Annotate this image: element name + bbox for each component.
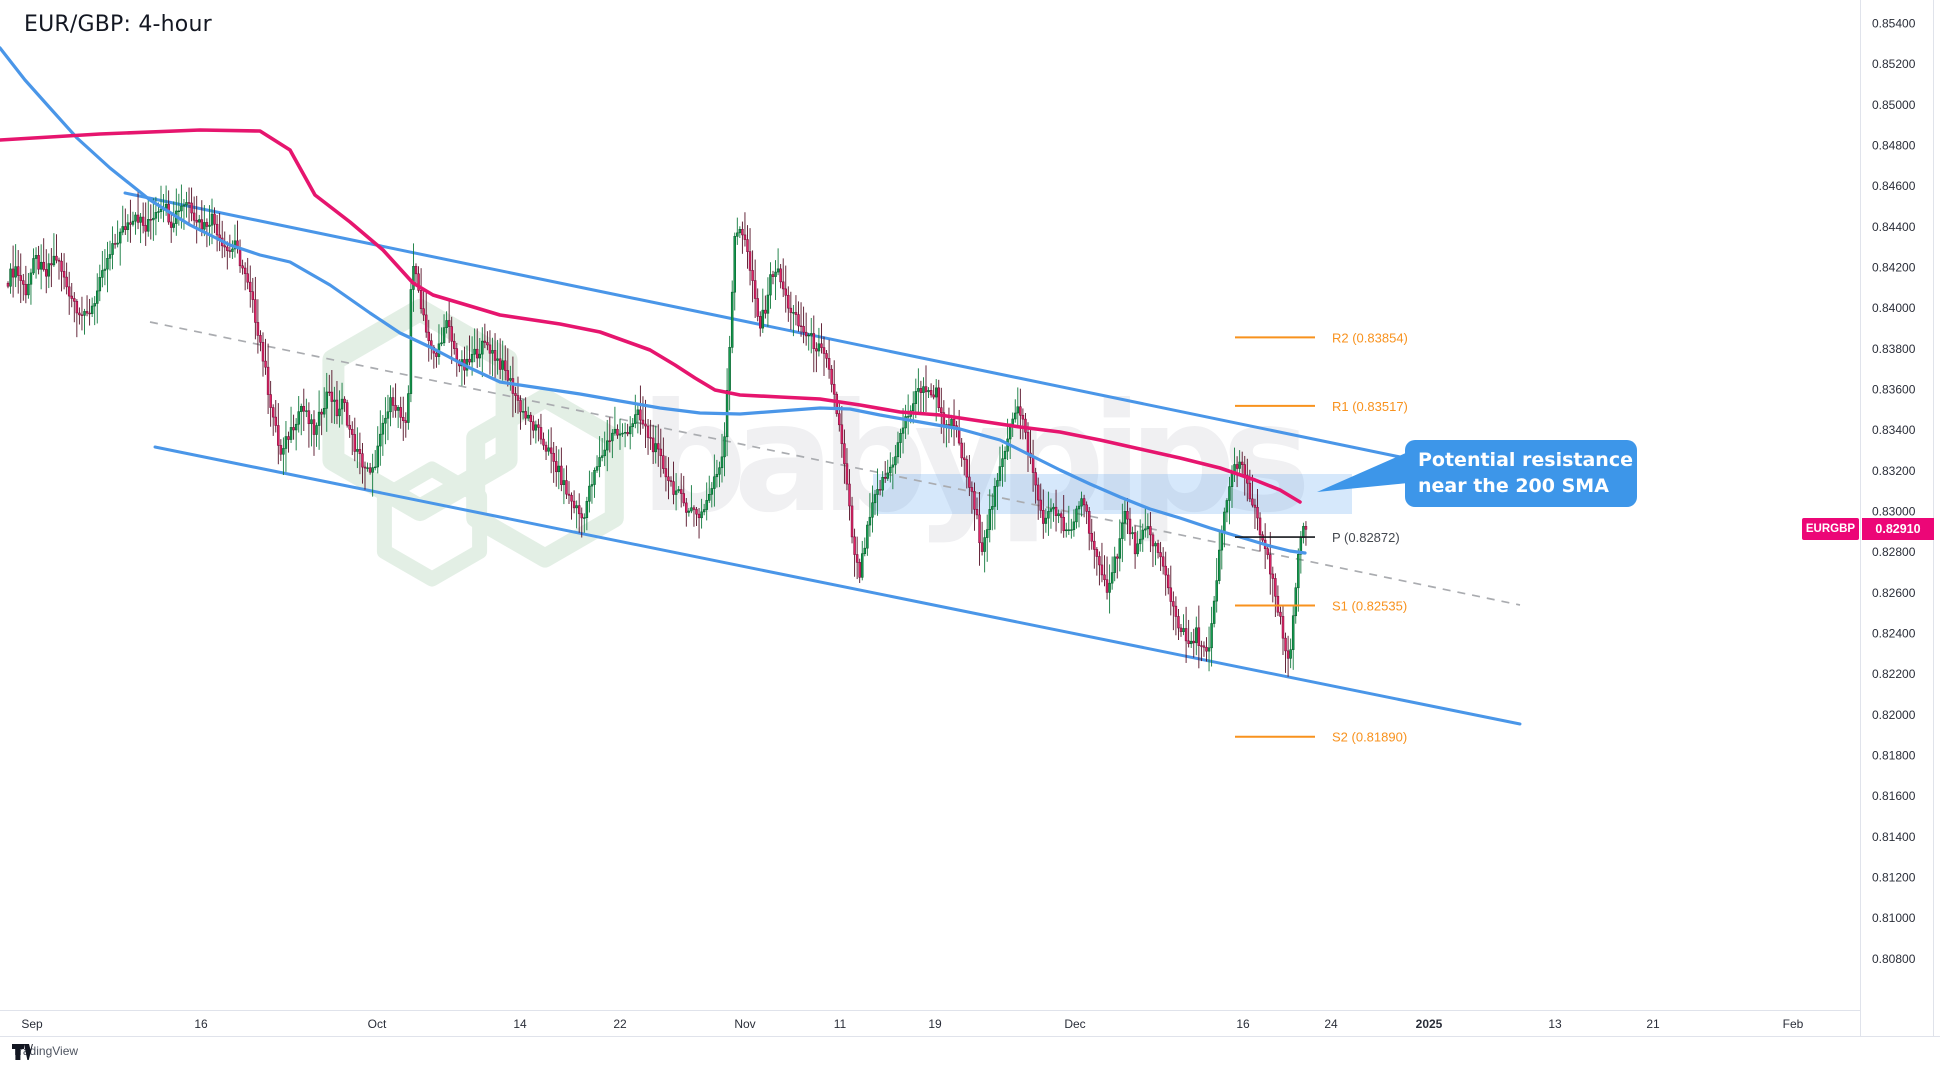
time-label-21: 21 bbox=[1646, 1017, 1660, 1031]
symbol-badge: EURGBP bbox=[1802, 518, 1859, 540]
time-label-Oct: Oct bbox=[368, 1017, 387, 1031]
price-label: 0.81400 bbox=[1872, 830, 1916, 844]
time-label-Feb: Feb bbox=[1783, 1017, 1804, 1031]
price-label: 0.81800 bbox=[1872, 748, 1916, 762]
price-label: 0.85000 bbox=[1872, 98, 1916, 112]
price-label: 0.83000 bbox=[1872, 504, 1916, 518]
price-label: 0.83600 bbox=[1872, 382, 1916, 396]
pivot-label-S1: S1 (0.82535) bbox=[1332, 599, 1407, 614]
last-price-tag: EURGBP 0.82910 bbox=[1802, 518, 1934, 540]
candlesticks bbox=[6, 184, 1308, 677]
price-label: 0.81200 bbox=[1872, 870, 1916, 884]
price-label: 0.83800 bbox=[1872, 342, 1916, 356]
price-label: 0.82800 bbox=[1872, 545, 1916, 559]
price-label: 0.84600 bbox=[1872, 179, 1916, 193]
price-label: 0.82000 bbox=[1872, 708, 1916, 722]
time-axis[interactable]: Sep 16 Oct 14 22 Nov 11 19 Dec 16 24 2025 13 21 Feb bbox=[21, 1017, 1803, 1031]
price-label: 0.84400 bbox=[1872, 220, 1916, 234]
annotation-line-1: Potential resistance bbox=[1418, 449, 1633, 471]
price-label: 0.84200 bbox=[1872, 260, 1916, 274]
pivot-label-P: P (0.82872) bbox=[1332, 530, 1400, 545]
pivot-label-R2: R2 (0.83854) bbox=[1332, 330, 1408, 345]
time-label-13: 13 bbox=[1548, 1017, 1562, 1031]
price-label: 0.83400 bbox=[1872, 423, 1916, 437]
price-axis[interactable]: 0.85400 0.85200 0.85000 0.84800 0.84600 0.844… bbox=[1872, 17, 1916, 966]
last-price-value: 0.82910 bbox=[1862, 518, 1934, 540]
price-label: 0.82200 bbox=[1872, 667, 1916, 681]
time-label-Nov: Nov bbox=[734, 1017, 755, 1031]
time-label-Dec: Dec bbox=[1064, 1017, 1085, 1031]
price-label: 0.80800 bbox=[1872, 952, 1916, 966]
pivot-levels: R2 (0.83854) R1 (0.83517) P (0.82872) S1 (0… bbox=[1235, 330, 1408, 745]
sma-200-line bbox=[0, 128, 1302, 504]
page-title: EUR/GBP: 4-hour bbox=[24, 12, 212, 37]
pivot-label-R1: R1 (0.83517) bbox=[1332, 399, 1408, 414]
annotation-callout: Potential resistance near the 200 SMA bbox=[1405, 440, 1637, 507]
lower-channel-line bbox=[153, 445, 1522, 726]
time-label-16: 16 bbox=[194, 1017, 208, 1031]
price-label: 0.84800 bbox=[1872, 138, 1916, 152]
time-label-2025: 2025 bbox=[1416, 1017, 1443, 1031]
time-label-14: 14 bbox=[513, 1017, 527, 1031]
time-label-24: 24 bbox=[1324, 1017, 1338, 1031]
tradingview-icon bbox=[12, 1044, 33, 1060]
price-label: 0.84000 bbox=[1872, 301, 1916, 315]
annotation-line-2: near the 200 SMA bbox=[1418, 475, 1609, 497]
price-label: 0.82400 bbox=[1872, 626, 1916, 640]
price-label: 0.82600 bbox=[1872, 586, 1916, 600]
time-label-Sep: Sep bbox=[21, 1017, 43, 1031]
descending-channel-lines[interactable] bbox=[123, 191, 1522, 726]
time-label-16: 16 bbox=[1236, 1017, 1250, 1031]
price-label: 0.85400 bbox=[1872, 17, 1916, 31]
price-label: 0.81600 bbox=[1872, 789, 1916, 803]
price-label: 0.81000 bbox=[1872, 911, 1916, 925]
tradingview-logo[interactable]: TradingView bbox=[12, 1044, 78, 1060]
price-label: 0.85200 bbox=[1872, 57, 1916, 71]
time-label-11: 11 bbox=[834, 1017, 847, 1031]
time-label-22: 22 bbox=[613, 1017, 627, 1031]
fast-sma-line bbox=[0, 46, 1307, 555]
time-label-19: 19 bbox=[928, 1017, 942, 1031]
upper-channel-line bbox=[123, 191, 1407, 460]
pivot-label-S2: S2 (0.81890) bbox=[1332, 730, 1407, 745]
callout-pointer bbox=[1317, 452, 1408, 492]
svg-text:babypips: babypips bbox=[640, 372, 1305, 546]
moving-average-lines[interactable] bbox=[0, 46, 1307, 555]
price-label: 0.83200 bbox=[1872, 464, 1916, 478]
